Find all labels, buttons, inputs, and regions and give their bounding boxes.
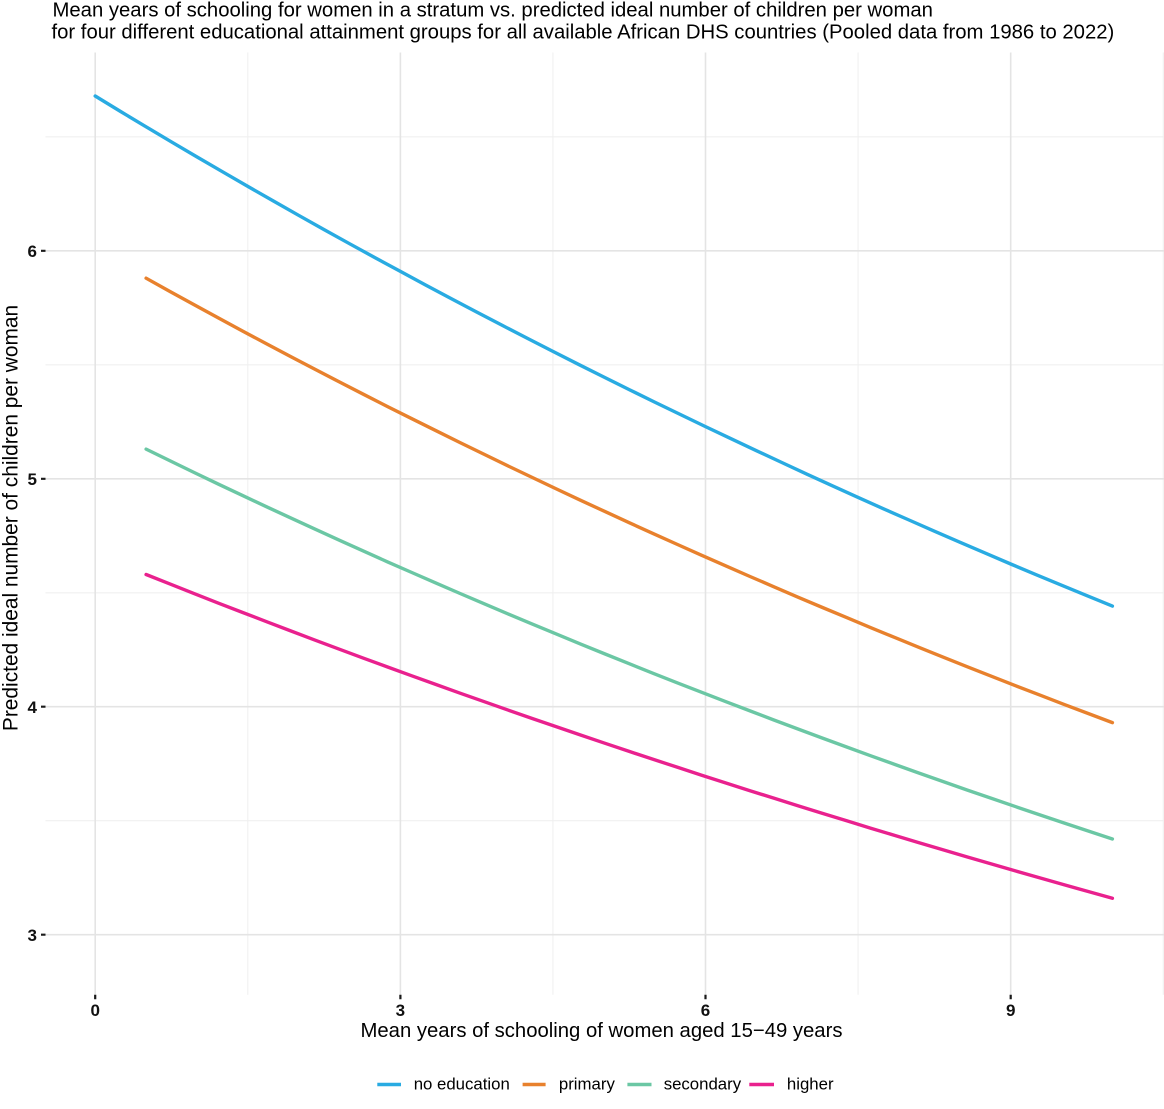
svg-text:3: 3: [28, 926, 37, 945]
svg-text:primary: primary: [559, 1075, 616, 1094]
svg-text:5: 5: [28, 470, 37, 489]
svg-text:6: 6: [701, 1001, 710, 1020]
svg-text:for four different educational: for four different educational attainmen…: [52, 22, 1115, 44]
svg-text:9: 9: [1006, 1001, 1015, 1020]
svg-text:0: 0: [90, 1001, 99, 1020]
svg-text:Mean years of schooling of wom: Mean years of schooling of women aged 15…: [361, 1020, 843, 1042]
svg-text:higher: higher: [787, 1075, 834, 1094]
svg-text:Mean years of schooling for wo: Mean years of schooling for women in a s…: [53, 0, 933, 22]
svg-text:no education: no education: [414, 1075, 510, 1094]
svg-text:6: 6: [28, 242, 37, 261]
svg-text:Predicted ideal number of chil: Predicted ideal number of children per w…: [0, 305, 23, 731]
svg-text:3: 3: [396, 1001, 405, 1020]
svg-text:4: 4: [28, 698, 38, 717]
svg-text:secondary: secondary: [664, 1075, 742, 1094]
